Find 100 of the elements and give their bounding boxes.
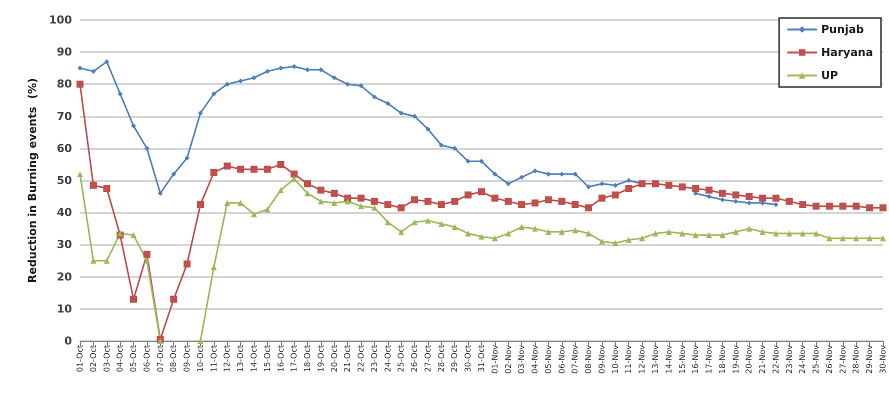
x-tick-label: 06-Oct (142, 345, 152, 372)
x-tick-label: 29-Oct (450, 345, 460, 372)
point (438, 142, 444, 148)
x-tick-label: 28-Oct (436, 345, 446, 372)
x-tick-label: 21-Nov (758, 344, 768, 374)
point (612, 240, 618, 246)
x-tick-label: 21-Oct (343, 345, 352, 372)
point (78, 66, 82, 71)
point (612, 182, 618, 188)
point (519, 174, 524, 180)
x-tick-label: 16-Nov (691, 344, 700, 374)
y-tick-label: 80 (56, 78, 72, 91)
point (732, 228, 739, 235)
point (371, 204, 378, 211)
point (652, 230, 658, 236)
x-tick-label: 08-Nov (584, 344, 594, 374)
point (384, 219, 391, 226)
x-tick-label: 26-Nov (824, 344, 834, 374)
point (706, 232, 712, 238)
point (559, 172, 564, 177)
point (639, 235, 646, 242)
point (492, 235, 498, 242)
y-tick-label: 100 (49, 14, 72, 26)
legend-label: UP (821, 69, 838, 82)
x-tick-label: 01-Nov (490, 344, 500, 374)
x-tick-label: 19-Nov (731, 344, 740, 374)
point (77, 171, 83, 178)
point (880, 235, 886, 242)
x-tick-label: 30-Nov (878, 344, 888, 374)
x-tick-label: 19-Oct (316, 345, 326, 372)
point (773, 202, 778, 208)
x-tick-label: 12-Oct (222, 345, 232, 372)
x-tick-label: 04-Nov (530, 344, 540, 374)
point (117, 230, 124, 236)
point (813, 230, 820, 236)
point (90, 68, 96, 74)
point (412, 219, 418, 226)
point (358, 83, 364, 88)
x-tick-label: 04-Oct (116, 345, 125, 372)
x-tick-label: 28-Nov (852, 344, 861, 374)
x-tick-label: 10-Oct (196, 345, 205, 372)
point (144, 146, 150, 151)
y-tick-label: 10 (56, 302, 72, 316)
point (452, 224, 458, 230)
y-tick-label: 30 (56, 238, 72, 252)
point (866, 235, 873, 242)
point (545, 228, 552, 235)
point (532, 226, 538, 232)
x-tick-label: 01-Oct (76, 345, 84, 372)
point (157, 338, 164, 344)
point (398, 228, 404, 235)
x-tick-label: 24-Oct (383, 345, 392, 372)
point (692, 232, 699, 238)
point (546, 172, 551, 177)
point (518, 224, 525, 230)
point (264, 68, 270, 74)
point (586, 184, 592, 190)
x-tick-label: 22-Oct (356, 345, 366, 372)
x-tick-label: 17-Oct (290, 345, 299, 372)
x-tick-label: 09-Oct (182, 345, 192, 372)
x-tick-label: 15-Nov (678, 344, 687, 374)
point (719, 232, 726, 238)
point (626, 236, 632, 243)
point (706, 194, 712, 200)
x-tick-label: 07-Nov (570, 344, 580, 374)
point (760, 228, 766, 235)
x-tick-label: 05-Nov (544, 344, 553, 374)
point (479, 158, 484, 164)
legend-label: Punjab (821, 23, 864, 36)
x-tick-label: 18-Nov (718, 344, 727, 374)
point (331, 200, 338, 206)
x-tick-label: 03-Oct (102, 345, 112, 372)
point (558, 228, 565, 235)
x-tick-label: 31-Oct (477, 345, 486, 372)
x-tick-label: 16-Oct (276, 345, 286, 372)
x-tick-label: 11-Nov (624, 344, 634, 374)
x-tick-label: 24-Nov (798, 344, 808, 374)
point (278, 66, 284, 71)
x-tick-label: 05-Oct (129, 345, 138, 372)
point (292, 64, 297, 70)
point (424, 218, 431, 224)
x-tick-label: 20-Nov (744, 344, 754, 374)
point (465, 230, 472, 236)
x-tick-label: 30-Oct (464, 345, 473, 372)
x-tick-label: 17-Nov (704, 344, 714, 374)
point (318, 198, 324, 204)
x-tick-label: 09-Nov (597, 344, 606, 374)
point (90, 258, 96, 264)
point (786, 230, 792, 236)
point (144, 258, 150, 264)
x-tick-label: 03-Nov (517, 344, 526, 374)
x-tick-label: 23-Oct (370, 345, 379, 372)
x-tick-label: 13-Nov (650, 344, 660, 374)
point (278, 187, 284, 194)
y-tick-label: 0 (64, 334, 72, 348)
point (131, 123, 136, 128)
point (372, 94, 377, 100)
point (332, 75, 337, 80)
y-tick-label: 90 (56, 46, 72, 59)
x-tick-label: 25-Oct (396, 345, 406, 372)
